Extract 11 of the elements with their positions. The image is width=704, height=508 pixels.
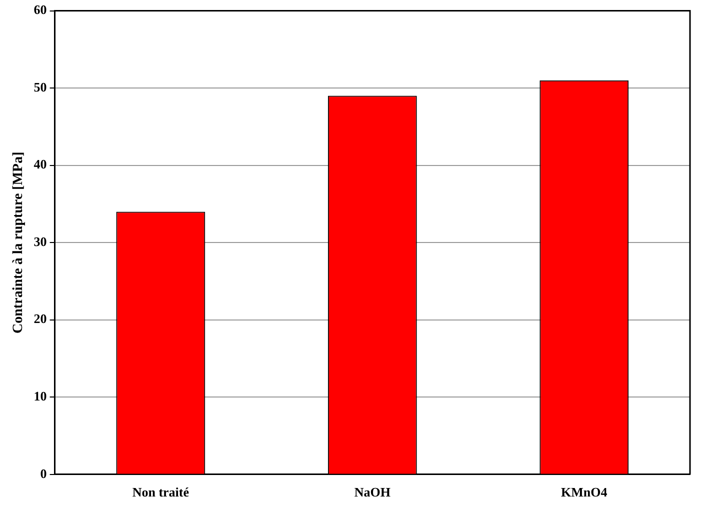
y-tick-label: 0 bbox=[40, 466, 47, 481]
y-axis-title: Contrainte à la rupture [MPa] bbox=[11, 152, 26, 334]
y-tick-label: 20 bbox=[34, 311, 47, 326]
y-tick-label: 50 bbox=[34, 79, 47, 94]
x-tick-label: Non traité bbox=[132, 484, 190, 500]
y-tick-label: 40 bbox=[34, 156, 47, 172]
x-tick-label: KMnO4 bbox=[561, 484, 608, 500]
y-tick-label: 30 bbox=[34, 234, 47, 249]
y-tick-label: 10 bbox=[34, 388, 47, 404]
x-tick-label: NaOH bbox=[354, 484, 390, 500]
y-tick-label: 60 bbox=[34, 2, 47, 18]
